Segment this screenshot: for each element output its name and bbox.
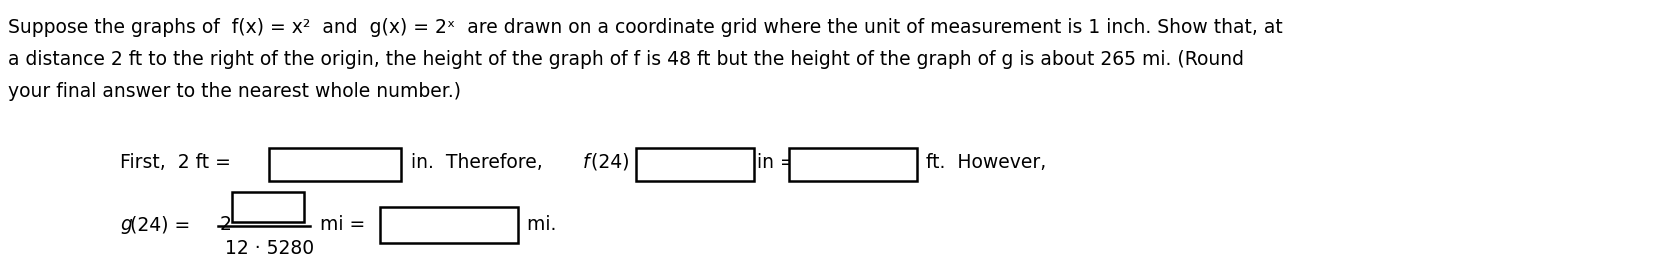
Text: (24) =: (24) = bbox=[129, 215, 196, 234]
Text: in =: in = bbox=[757, 152, 795, 172]
Bar bbox=[636, 147, 754, 181]
Text: your final answer to the nearest whole number.): your final answer to the nearest whole n… bbox=[8, 82, 461, 101]
Text: 2: 2 bbox=[220, 215, 232, 234]
Text: 12 · 5280: 12 · 5280 bbox=[225, 239, 315, 258]
Text: (24) =: (24) = bbox=[592, 152, 651, 172]
Bar bbox=[379, 207, 519, 243]
Text: f: f bbox=[583, 152, 590, 172]
Text: g: g bbox=[119, 215, 133, 234]
Text: mi =: mi = bbox=[313, 215, 365, 234]
Text: First,  2 ft =: First, 2 ft = bbox=[119, 152, 230, 172]
Text: a distance 2 ft to the right of the origin, the height of the graph of f is 48 f: a distance 2 ft to the right of the orig… bbox=[8, 50, 1244, 69]
Bar bbox=[268, 147, 401, 181]
Text: mi.: mi. bbox=[520, 215, 557, 234]
Bar bbox=[232, 192, 303, 222]
Text: in.  Therefore,: in. Therefore, bbox=[404, 152, 555, 172]
Text: Suppose the graphs of  f(x) = x²  and  g(x) = 2ˣ  are drawn on a coordinate grid: Suppose the graphs of f(x) = x² and g(x)… bbox=[8, 18, 1283, 37]
Bar bbox=[789, 147, 916, 181]
Text: ft.  However,: ft. However, bbox=[920, 152, 1046, 172]
